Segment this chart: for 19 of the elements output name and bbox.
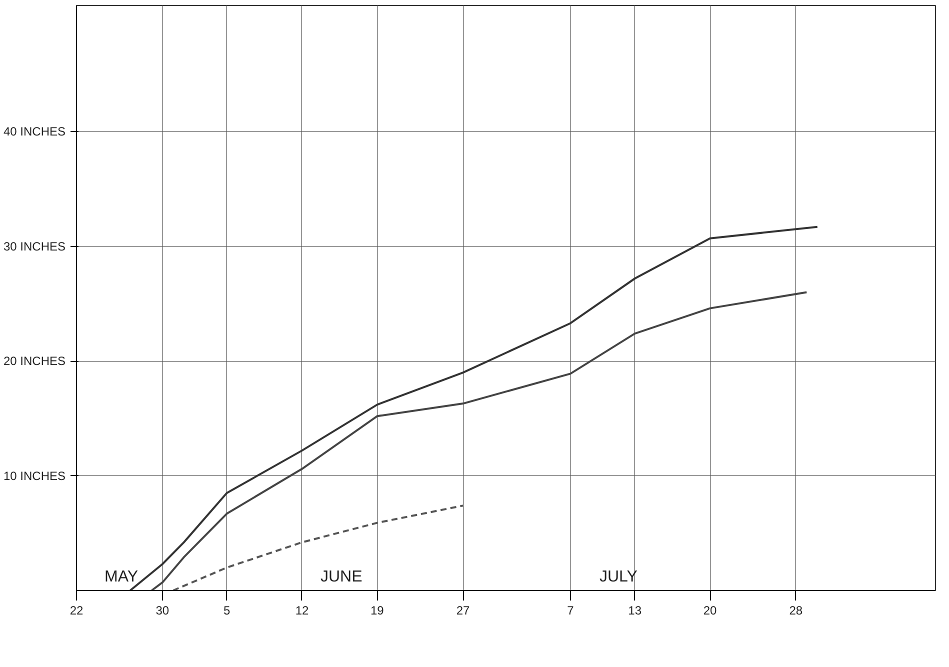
annotation: MAY	[104, 568, 138, 586]
x-tick-label: 19	[370, 604, 384, 618]
x-tick-label: 13	[628, 604, 642, 618]
x-tick-label: 5	[223, 604, 230, 618]
line-series	[150, 291, 808, 590]
x-tick-label: 27	[456, 604, 470, 618]
x-tick-label: 28	[789, 604, 803, 618]
y-tick-label: 20 INCHES	[3, 354, 66, 368]
y-tick-label: 40 INCHES	[3, 124, 66, 139]
annotation: JUNE	[320, 568, 362, 586]
x-tick-label: 12	[295, 604, 309, 618]
annotation: JULY	[600, 568, 638, 586]
x-tick-label: 7	[567, 604, 574, 618]
line-series	[172, 504, 464, 590]
y-tick-label: 30 INCHES	[3, 239, 66, 254]
x-tick-label: 20	[703, 604, 718, 618]
y-tick-label: 10 INCHES	[3, 468, 66, 483]
x-tick-label: 30	[156, 604, 170, 618]
x-tick-label: 22	[70, 604, 84, 618]
